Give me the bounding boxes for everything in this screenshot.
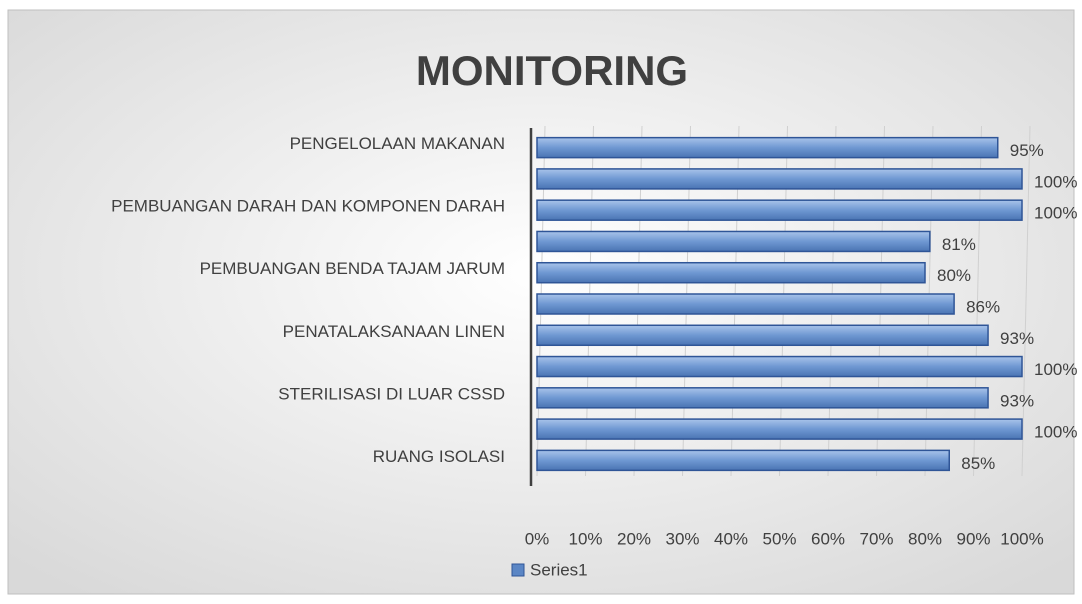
bar (536, 136, 999, 159)
x-tick-label: 60% (811, 529, 845, 548)
legend-label: Series1 (530, 560, 588, 579)
legend-swatch (511, 563, 525, 577)
value-label: 100% (1034, 172, 1077, 191)
value-label: 80% (937, 266, 971, 285)
bar (536, 387, 989, 409)
y-tick-label: STERILISASI DI LUAR CSSD (278, 384, 505, 403)
bar (536, 355, 1023, 378)
x-tick-label: 90% (956, 529, 990, 548)
x-tick-label: 80% (908, 529, 942, 548)
x-tick-label: 30% (665, 529, 699, 548)
y-tick-label: PENGELOLAAN MAKANAN (290, 134, 505, 153)
value-label: 100% (1034, 204, 1077, 223)
grid-line (1021, 125, 1031, 477)
y-tick-label: RUANG ISOLASI (373, 447, 505, 466)
x-tick-label: 40% (714, 529, 748, 548)
y-tick-label: PENATALAKSANAAN LINEN (283, 322, 505, 341)
bar (536, 168, 1023, 190)
value-label: 100% (1034, 423, 1077, 442)
x-tick-label: 10% (568, 529, 602, 548)
bar (536, 230, 931, 253)
y-tick-label: PEMBUANGAN BENDA TAJAM JARUM (200, 259, 505, 278)
value-label: 100% (1034, 360, 1077, 379)
value-label: 86% (966, 297, 1000, 316)
value-label: 93% (1000, 391, 1034, 410)
bar (536, 418, 1023, 440)
x-tick-label: 0% (525, 529, 550, 548)
bar (536, 199, 1023, 221)
bar (536, 324, 989, 347)
bar (536, 261, 926, 284)
x-tick-label: 70% (859, 529, 893, 548)
value-label: 81% (942, 235, 976, 254)
x-tick-label: 50% (762, 529, 796, 548)
value-label: 93% (1000, 329, 1034, 348)
chart-title: MONITORING (416, 47, 688, 94)
y-tick-label: PEMBUANGAN DARAH DAN KOMPONEN DARAH (111, 197, 505, 216)
value-label: 95% (1010, 141, 1044, 160)
x-tick-label: 100% (1000, 529, 1043, 548)
x-tick-label: 20% (617, 529, 651, 548)
bar (536, 449, 950, 472)
value-label: 85% (961, 454, 995, 473)
bar (536, 293, 955, 315)
